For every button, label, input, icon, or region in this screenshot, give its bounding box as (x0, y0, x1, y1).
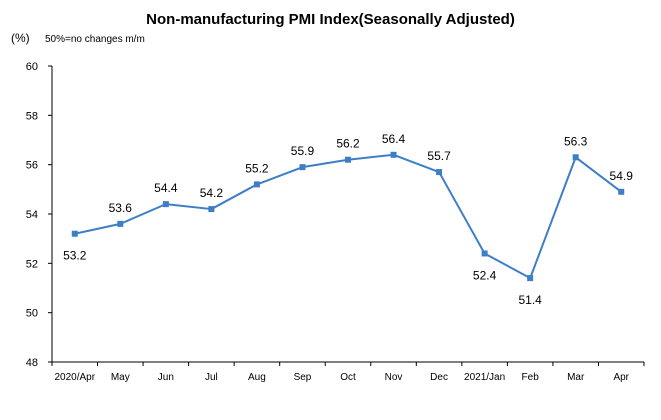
data-point (390, 151, 397, 158)
y-tick-label: 60 (26, 61, 38, 73)
data-point (117, 220, 124, 227)
x-tick-label: Aug (248, 372, 266, 383)
x-tick-label: Feb (522, 372, 540, 383)
y-tick-label: 48 (26, 357, 38, 369)
data-point (572, 154, 579, 161)
ticks-group: 48 50 52 54 56 58 60 2020/Apr May Jun Jul Aug Sep Oct… (26, 61, 645, 383)
series-line-non-manufacturing-pmi (73, 153, 623, 280)
data-label: 51.4 (518, 293, 542, 307)
data-point (618, 188, 625, 195)
x-tick-label: Apr (613, 372, 629, 383)
x-tick-label: 2020/Apr (54, 372, 95, 383)
y-axis-unit: (%) (11, 31, 30, 45)
data-point (71, 230, 78, 237)
y-tick-label: 54 (26, 209, 38, 221)
data-label: 56.2 (336, 137, 360, 151)
x-tick-label: 2021/Jan (464, 372, 505, 383)
x-tick-label: Nov (385, 372, 403, 383)
x-tick-label: Mar (567, 372, 585, 383)
data-label: 54.4 (154, 181, 178, 195)
data-labels-group: 53.2 53.6 54.4 54.2 55.2 55.9 56.2 56.4 55.7 52.4… (63, 132, 633, 307)
x-tick-label: Jun (158, 372, 174, 383)
chart-note: 50%=no changes m/m (45, 34, 145, 45)
data-label: 53.6 (109, 201, 133, 215)
data-point (208, 206, 215, 213)
data-point (481, 250, 488, 257)
data-label: 53.2 (63, 249, 87, 263)
x-tick-label: May (111, 372, 130, 383)
data-point (345, 156, 351, 163)
chart-title: Non-manufacturing PMI Index(Seasonally A… (146, 11, 515, 28)
y-tick-label: 58 (26, 110, 38, 122)
data-label: 55.2 (245, 161, 269, 175)
x-tick-label: Jul (205, 372, 218, 383)
x-tick-label: Sep (294, 372, 312, 383)
y-tick-label: 52 (26, 258, 38, 270)
x-tick-label: Oct (340, 372, 356, 383)
series-group (71, 151, 625, 282)
y-tick-label: 56 (26, 160, 38, 172)
data-label: 56.4 (382, 132, 406, 146)
x-tick-label: Dec (430, 372, 448, 383)
data-label: 55.9 (291, 144, 315, 158)
data-label: 54.9 (610, 169, 634, 183)
data-label: 55.7 (427, 149, 451, 163)
y-tick-label: 50 (26, 308, 38, 320)
data-point (527, 275, 534, 282)
data-point (299, 164, 306, 171)
data-label: 54.2 (200, 186, 224, 200)
data-point (162, 201, 169, 208)
data-point (436, 169, 443, 176)
data-label: 52.4 (473, 268, 497, 282)
data-label: 56.3 (564, 134, 588, 148)
data-point (253, 181, 260, 188)
